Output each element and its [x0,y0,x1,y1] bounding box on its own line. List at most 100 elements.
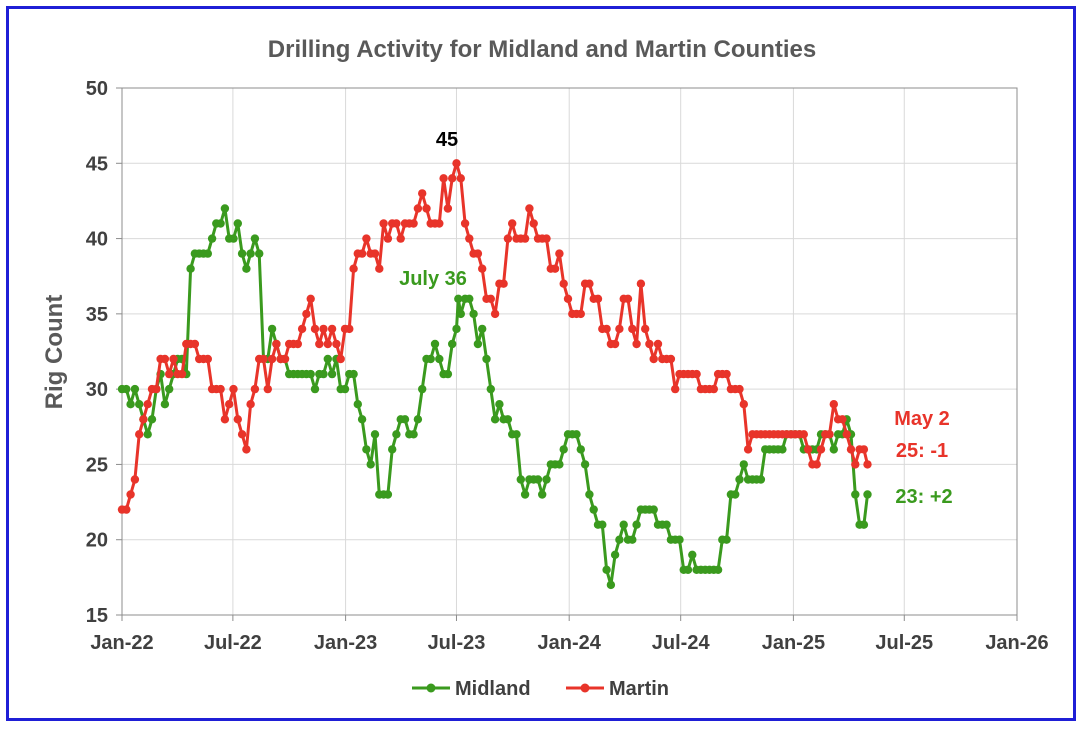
data-point [465,234,474,243]
legend-martin-label: Martin [609,678,669,700]
x-tick-label: Jan-22 [90,632,153,654]
data-point [135,430,144,439]
data-point [580,460,590,469]
data-point [220,415,230,424]
data-point [520,490,530,499]
data-point [666,354,676,364]
data-point [340,384,350,394]
data-point [413,204,423,213]
data-point [280,354,290,364]
data-point [851,460,860,469]
data-point [735,384,744,394]
data-point [503,415,513,424]
annotation-july: July 36 [399,268,467,290]
data-point [237,249,247,258]
data-point [426,354,435,364]
data-point [327,324,337,334]
data-point [473,249,483,258]
data-point [542,475,551,484]
data-point [478,264,487,273]
data-point [731,490,740,499]
data-point [165,384,174,394]
data-point [272,339,281,349]
data-point [169,354,178,364]
data-point [229,384,238,394]
data-point [126,490,135,499]
data-point [563,294,573,303]
x-tick-label: Jul-23 [428,632,486,654]
data-point [353,400,362,409]
data-point [349,369,358,379]
data-point [615,535,624,544]
data-point [542,234,551,243]
data-point [610,550,620,559]
data-point [555,249,564,258]
data-point [310,384,320,394]
data-point [452,159,461,168]
data-point [829,400,838,409]
data-point [392,430,401,439]
data-point [409,430,418,439]
data-point [743,445,753,454]
data-point [645,339,654,349]
data-point [478,324,487,334]
chart-title: Drilling Activity for Midland and Martin… [268,36,816,63]
x-axis-ticks: Jan-22 Jul-22 Jan-23 Jul-23 Jan-24 Jul-24 Jan-… [90,615,1049,654]
legend-item-martin: Martin [566,678,669,700]
data-point [357,415,367,424]
data-point [473,339,483,349]
data-point [143,430,152,439]
data-point [641,324,650,334]
data-point [250,234,260,243]
data-point [653,339,663,349]
data-point [465,294,474,303]
data-point [400,415,410,424]
data-point [778,445,787,454]
legend-midland-marker [426,683,436,693]
data-point [190,339,200,349]
series-martin [117,159,872,514]
data-point [851,490,860,499]
data-point [602,324,611,334]
x-tick-label: Jul-22 [204,632,262,654]
data-point [413,415,423,424]
data-point [688,550,697,559]
series-midland [117,204,872,590]
annotation-martin-latest: 25: -1 [896,440,948,462]
data-point [615,324,624,334]
data-point [366,460,375,469]
data-point [739,400,748,409]
data-point [799,430,808,439]
data-point [460,219,470,228]
data-point [508,219,517,228]
data-point [448,339,457,349]
x-tick-label: Jul-25 [875,632,933,654]
data-point [267,354,277,364]
data-point [263,384,272,394]
data-point [143,400,152,409]
data-point [315,339,324,349]
x-tick-label: Jan-26 [985,632,1048,654]
data-point [327,369,337,379]
data-point [443,369,453,379]
data-point [418,384,427,394]
data-point [842,430,851,439]
data-point [357,249,367,258]
data-point [452,324,461,334]
data-point [529,219,538,228]
x-tick-label: Jan-24 [538,632,602,654]
series-line-martin [122,161,869,512]
data-point [589,505,598,514]
data-point [863,460,872,469]
data-point [233,415,242,424]
data-point [242,264,251,273]
y-axis-ticks: 15 20 25 30 35 40 45 50 [86,78,122,627]
data-point [838,415,847,424]
data-point [593,294,603,303]
data-point [576,309,585,319]
data-point [585,490,594,499]
data-point [486,384,495,394]
data-point [207,234,217,243]
data-point [739,460,748,469]
data-point [216,384,225,394]
